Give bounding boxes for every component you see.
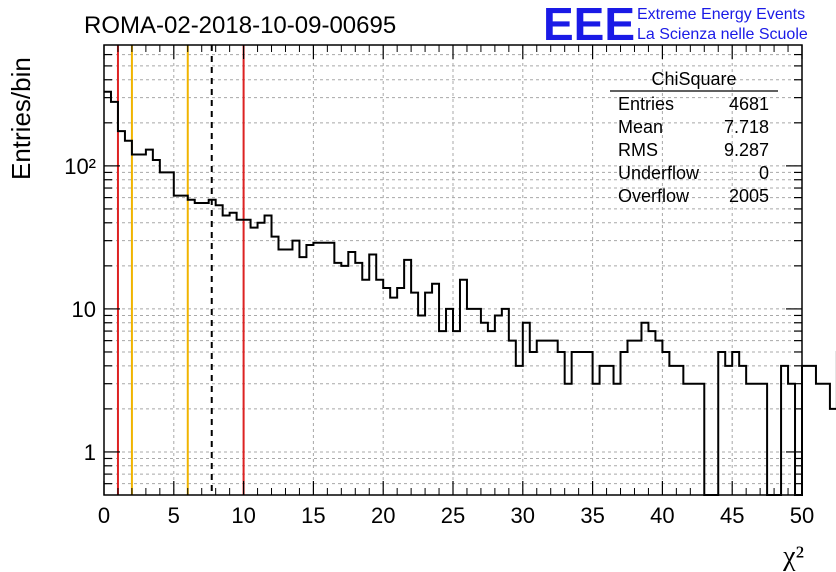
x-axis-label: χ² — [782, 541, 804, 572]
x-tick-label: 5 — [168, 503, 180, 528]
stats-rows: Entries 4681 Mean 7.718 RMS 9.287 Underflow 0 Ov… — [618, 94, 769, 206]
stats-row-value: 9.287 — [724, 140, 769, 160]
eee-logo: EEE Extreme Energy Events La Scienza nel… — [543, 0, 808, 50]
logo-mark: EEE — [543, 0, 635, 50]
x-tick-label: 35 — [580, 503, 604, 528]
stats-row-label: Underflow — [618, 163, 700, 183]
logo-line1: Extreme Energy Events — [637, 6, 805, 23]
x-tick-label: 15 — [301, 503, 325, 528]
y-tick-label: 10 — [72, 297, 96, 322]
y-tick-labels: 1 10 10² — [64, 154, 96, 465]
x-tick-label: 40 — [650, 503, 674, 528]
x-tick-label: 0 — [98, 503, 110, 528]
logo-line2: La Scienza nelle Scuole — [637, 26, 808, 43]
plot-frame — [103, 44, 803, 496]
x-tick-label: 25 — [441, 503, 465, 528]
stats-row-value: 7.718 — [724, 117, 769, 137]
x-tick-label: 30 — [511, 503, 535, 528]
chart-title: ROMA-02-2018-10-09-00695 — [84, 12, 396, 39]
x-tick-label: 45 — [720, 503, 744, 528]
x-tick-label: 10 — [231, 503, 255, 528]
stats-row-label: RMS — [618, 140, 658, 160]
stats-row-value: 2005 — [729, 186, 769, 206]
x-tick-label: 50 — [790, 503, 814, 528]
stats-title: ChiSquare — [651, 69, 736, 89]
stats-box: ChiSquare Entries 4681 Mean 7.718 RMS 9.287 Un… — [610, 69, 778, 206]
stats-row-value: 4681 — [729, 94, 769, 114]
y-tick-label: 1 — [84, 440, 96, 465]
y-axis-label: Entries/bin — [6, 57, 36, 180]
stats-row-label: Mean — [618, 117, 663, 137]
stats-row-value: 0 — [759, 163, 769, 183]
y-tick-label: 10² — [64, 154, 96, 179]
x-tick-labels: 0 5 10 15 20 25 30 35 40 45 50 — [98, 503, 814, 528]
x-tick-label: 20 — [371, 503, 395, 528]
stats-row-label: Overflow — [618, 186, 690, 206]
stats-row-label: Entries — [618, 94, 674, 114]
